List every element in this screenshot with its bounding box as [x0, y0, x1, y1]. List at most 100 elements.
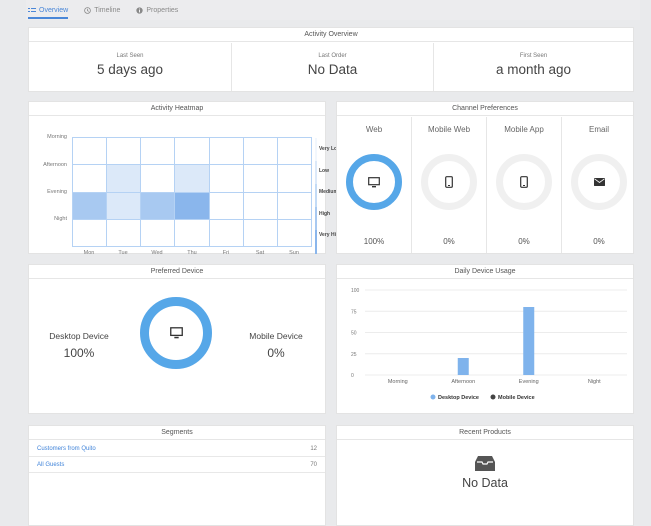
- heatmap-cell: [141, 138, 176, 166]
- legend-swatch: [315, 138, 317, 161]
- heatmap-grid: [72, 137, 312, 247]
- channel-mobile-app: Mobile App 0%: [487, 117, 561, 253]
- heatmap-col-label: Sun: [289, 250, 299, 256]
- legend-label: Very High: [319, 232, 343, 238]
- stat-label: First Seen: [519, 53, 548, 59]
- heatmap-legend: Very Low Low Medium High Very High: [315, 138, 355, 254]
- x-tick-label: Morning: [388, 379, 408, 385]
- daily-device-usage-card: Daily Device Usage 0 25 50 75 100 Morning Afte…: [336, 264, 634, 414]
- divider: [433, 43, 434, 91]
- mobile-device-label: Mobile Device: [249, 331, 303, 341]
- heatmap-row-label: Night: [54, 216, 67, 222]
- card-title: Daily Device Usage: [337, 265, 633, 279]
- tab-bar: Overview Timeline Properties: [26, 0, 640, 20]
- heatmap-cell: [209, 192, 244, 220]
- divider: [231, 43, 232, 91]
- tab-timeline[interactable]: Timeline: [84, 0, 120, 20]
- divider: [411, 117, 412, 253]
- heatmap-col-label: Fri: [222, 250, 230, 256]
- heatmap-row-label: Morning: [47, 134, 67, 140]
- channel-name: Mobile App: [504, 125, 544, 134]
- segment-count: 12: [310, 446, 317, 452]
- channel-ring: [571, 154, 627, 210]
- tab-properties[interactable]: Properties: [136, 0, 178, 20]
- stat-label: Last Order: [318, 53, 347, 59]
- segment-row[interactable]: Customers from Quito 12: [29, 441, 325, 457]
- legend-label: Medium: [319, 189, 338, 195]
- x-tick-label: Night: [588, 379, 601, 385]
- last-seen-stat: Last Seen 5 days ago: [29, 43, 231, 91]
- channel-mobile-web: Mobile Web 0%: [412, 117, 486, 253]
- heatmap-col-label: Sat: [255, 250, 265, 256]
- tab-label: Overview: [39, 6, 69, 14]
- heatmap-cell: [175, 138, 210, 166]
- tab-overview[interactable]: Overview: [28, 0, 69, 20]
- overview-icon: [28, 7, 36, 12]
- heatmap-cell: [175, 165, 210, 193]
- mobile-device-value: 0%: [267, 346, 285, 360]
- stat-value: No Data: [307, 62, 358, 77]
- card-title: Channel Preferences: [337, 102, 633, 116]
- heatmap-cell: [277, 165, 312, 193]
- channel-percent: 0%: [443, 237, 455, 246]
- channel-percent: 0%: [518, 237, 530, 246]
- y-tick-label: 100: [351, 288, 360, 294]
- mobile-app-icon: [520, 176, 528, 188]
- legend-label: High: [319, 211, 331, 217]
- channel-percent: 0%: [593, 237, 605, 246]
- daily-device-usage-chart: 0 25 50 75 100 Morning Afternoon Evening Night De…: [351, 288, 627, 401]
- first-seen-stat: First Seen a month ago: [434, 43, 633, 91]
- stat-value: 5 days ago: [96, 62, 164, 77]
- envelope-icon: [593, 178, 605, 186]
- heatmap-cell: [107, 138, 142, 166]
- channel-web: Web 100%: [337, 117, 411, 253]
- channel-name: Email: [588, 125, 609, 134]
- heatmap-cell: [107, 165, 142, 193]
- segments-card: Segments Customers from Quito 12 All Gue…: [28, 425, 326, 526]
- channel-ring: [421, 154, 477, 210]
- heatmap-cell: [243, 192, 278, 220]
- empty-state-text: No Data: [462, 476, 508, 490]
- legend-swatch: [315, 230, 317, 254]
- segment-row[interactable]: All Guests 70: [29, 457, 325, 473]
- channel-email: Email 0%: [562, 117, 636, 253]
- last-order-stat: Last Order No Data: [232, 43, 433, 91]
- legend-label: Very Low: [319, 146, 341, 152]
- mobile-web-icon: [445, 176, 453, 188]
- card-title: Activity Heatmap: [29, 102, 325, 116]
- heatmap-cell: [209, 219, 244, 247]
- divider: [486, 117, 487, 253]
- channel-name: Mobile Web: [427, 125, 471, 134]
- heatmap-col-label: Thu: [187, 250, 197, 256]
- heatmap-cell: [175, 192, 210, 220]
- heatmap-cell: [141, 192, 176, 220]
- bar: [457, 358, 469, 375]
- heatmap-cell: [73, 138, 108, 166]
- heatmap-col-label: Mon: [83, 250, 95, 256]
- legend-dot: [490, 394, 496, 400]
- x-tick-label: Afternoon: [451, 379, 475, 385]
- heatmap-cell: [141, 165, 176, 193]
- legend-swatch: [315, 184, 317, 207]
- heatmap-cell: [243, 165, 278, 193]
- empty-state: [337, 456, 633, 476]
- heatmap-row-label: Evening: [47, 189, 67, 195]
- heatmap-cell: [175, 219, 210, 247]
- monitor-icon: [368, 176, 380, 187]
- activity-heatmap-card: Activity Heatmap Morning Afternoon Eveni…: [28, 101, 342, 256]
- legend-label: Low: [319, 168, 329, 174]
- card-title: Recent Products: [337, 426, 633, 440]
- heatmap-row-label: Afternoon: [43, 162, 67, 168]
- tab-label: Properties: [146, 6, 179, 14]
- heatmap-cell: [209, 165, 244, 193]
- inbox-icon: [475, 456, 495, 471]
- tab-label: Timeline: [94, 6, 121, 14]
- segment-link[interactable]: Customers from Quito: [37, 446, 96, 452]
- y-tick-label: 50: [351, 331, 357, 337]
- channel-ring: [346, 154, 402, 210]
- segment-link[interactable]: All Guests: [37, 462, 65, 468]
- heatmap-col-label: Tue: [118, 250, 128, 256]
- bar: [523, 307, 535, 375]
- legend-label: Desktop Device: [438, 395, 479, 401]
- y-tick-label: 0: [351, 373, 354, 379]
